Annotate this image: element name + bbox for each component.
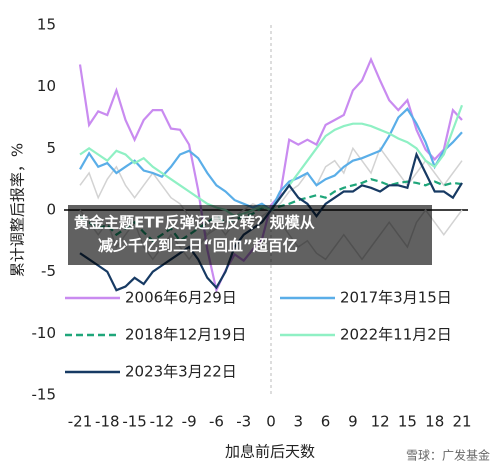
y-tick-label: 10: [37, 77, 56, 95]
x-tick-label: -21: [68, 413, 93, 431]
y-tick-label: 0: [46, 201, 56, 219]
headline-line: 减少千亿到三日“回血”超百亿: [98, 237, 298, 255]
x-tick-label: -12: [150, 413, 175, 431]
x-axis-title: 加息前后天数: [225, 443, 315, 461]
legend-label: 2006年6月29日: [125, 289, 237, 307]
x-tick-label: 0: [266, 413, 276, 431]
y-tick-label: -5: [41, 262, 56, 280]
y-tick-label: 15: [37, 16, 56, 34]
x-tick-label: -9: [182, 413, 197, 431]
headline-line: 黄金主题ETF反弹还是反转？规模从: [74, 214, 315, 232]
x-tick-label: 3: [294, 413, 304, 431]
watermark: 雪球：广发基金: [406, 448, 490, 463]
x-tick-label: 12: [371, 413, 390, 431]
headline-banner: [68, 205, 432, 265]
legend-label: 2018年12月19日: [125, 326, 246, 344]
legend-label: 2022年11月2日: [340, 326, 452, 344]
x-tick-label: 15: [398, 413, 417, 431]
x-tick-label: 18: [425, 413, 444, 431]
legend-label: 2017年3月15日: [340, 289, 452, 307]
legend-label: 2023年3月22日: [125, 363, 237, 381]
x-tick-label: -3: [236, 413, 251, 431]
x-tick-label: -6: [209, 413, 224, 431]
x-tick-label: -18: [95, 413, 120, 431]
x-tick-label: -15: [122, 413, 147, 431]
y-tick-label: -10: [32, 324, 57, 342]
y-tick-label: -15: [32, 386, 57, 404]
y-axis-title: 累计调整后报率，%: [9, 143, 27, 277]
x-tick-label: 9: [348, 413, 358, 431]
y-tick-label: 5: [46, 139, 56, 157]
x-tick-label: 6: [321, 413, 331, 431]
x-tick-label: 21: [452, 413, 471, 431]
legend: 2006年6月29日 2017年3月15日 2018年12月19日 2022年11月2…: [65, 289, 452, 381]
